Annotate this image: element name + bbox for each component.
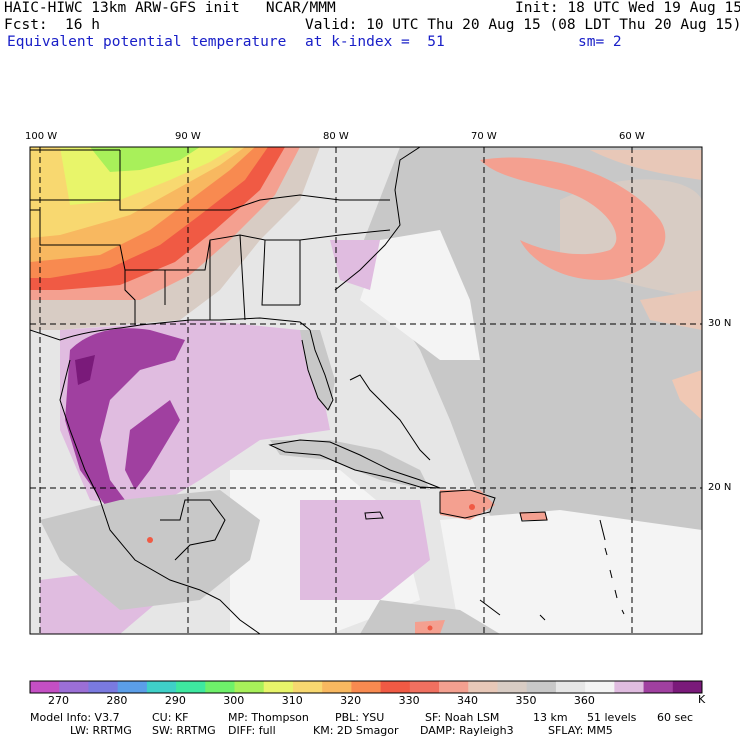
colorbar-swatch: [205, 681, 236, 693]
footer-pbl: PBL: YSU: [335, 711, 385, 724]
lon-label-100w: 100 W: [25, 131, 58, 142]
lat-label-20n: 20 N: [708, 482, 732, 493]
colorbar-tick-label: 280: [106, 694, 128, 707]
colorbar-swatch: [176, 681, 206, 693]
colorbar-swatch: [234, 681, 265, 693]
colorbar-swatch: [30, 681, 60, 693]
map-field: [30, 147, 702, 634]
map-frame: [29, 146, 703, 635]
footer-model-info: Model Info: V3.7: [30, 711, 120, 724]
lat-lon-grid: [30, 147, 702, 634]
colorbar-frame: [29, 680, 703, 694]
colorbar-tick-label: 360: [573, 694, 595, 707]
model-title: HAIC-HIWC 13km ARW-GFS init NCAR/MMM: [4, 0, 336, 16]
colorbar-tick-label: 300: [223, 694, 245, 707]
footer-km: KM: 2D Smagor: [313, 724, 399, 737]
forecast-hour: 16 h: [65, 17, 100, 33]
colorbar-swatch: [263, 681, 294, 693]
footer-lw: LW: RRTMG: [70, 724, 132, 737]
colorbar-swatch: [585, 681, 615, 693]
footer-damp: DAMP: Rayleigh3: [420, 724, 514, 737]
colorbar-swatch: [497, 681, 528, 693]
lon-label-60w: 60 W: [619, 131, 645, 142]
colorbar-swatch: [409, 681, 440, 693]
footer-timestep: 60 sec: [657, 711, 694, 724]
colorbar-swatch: [59, 681, 89, 693]
valid-time: Valid: 10 UTC Thu 20 Aug 15 (08 LDT Thu …: [305, 17, 740, 33]
lon-label-90w: 90 W: [175, 131, 201, 142]
smoothing-info: sm= 2: [578, 34, 622, 50]
footer-sf: SF: Noah LSM: [425, 711, 500, 724]
colorbar-tick-label: 290: [164, 694, 186, 707]
init-time: Init: 18 UTC Wed 19 Aug 15: [515, 0, 740, 16]
colorbar-swatch: [322, 681, 352, 693]
footer-diff: DIFF: full: [228, 724, 276, 737]
colorbar-tick-label: 320: [340, 694, 362, 707]
colorbar-swatch: [351, 681, 382, 693]
colorbar: [29, 680, 703, 694]
colorbar-swatch: [468, 681, 498, 693]
footer-mp: MP: Thompson: [228, 711, 309, 724]
footer-cu: CU: KF: [152, 711, 189, 724]
footer-sflay: SFLAY: MM5: [548, 724, 613, 737]
colorbar-swatch: [526, 681, 557, 693]
footer-levels: 51 levels: [587, 711, 637, 724]
colorbar-tick-label: 270: [48, 694, 69, 707]
colorbar-tick-label: 350: [515, 694, 537, 707]
colorbar-swatch: [380, 681, 411, 693]
coastlines: [30, 147, 625, 634]
footer-sw: SW: RRTMG: [152, 724, 216, 737]
colorbar-tick-label: 330: [398, 694, 420, 707]
colorbar-unit: K: [698, 693, 706, 706]
colorbar-swatch: [117, 681, 148, 693]
lat-label-30n: 30 N: [708, 318, 732, 329]
lon-label-80w: 80 W: [323, 131, 349, 142]
colorbar-swatch: [672, 681, 703, 693]
colorbar-swatch: [555, 681, 586, 693]
colorbar-swatch: [292, 681, 323, 693]
level-info: at k-index = 51: [305, 34, 445, 50]
colorbar-swatch: [146, 681, 177, 693]
footer-resolution: 13 km: [533, 711, 568, 724]
colorbar-tick-label: 340: [457, 694, 479, 707]
forecast-label: Fcst:: [4, 17, 48, 33]
colorbar-swatch: [439, 681, 469, 693]
colorbar-swatch: [614, 681, 645, 693]
field-name: Equivalent potential temperature: [7, 34, 287, 50]
colorbar-swatch: [643, 681, 674, 693]
lon-label-70w: 70 W: [471, 131, 497, 142]
colorbar-swatch: [88, 681, 119, 693]
colorbar-tick-label: 310: [281, 694, 303, 707]
